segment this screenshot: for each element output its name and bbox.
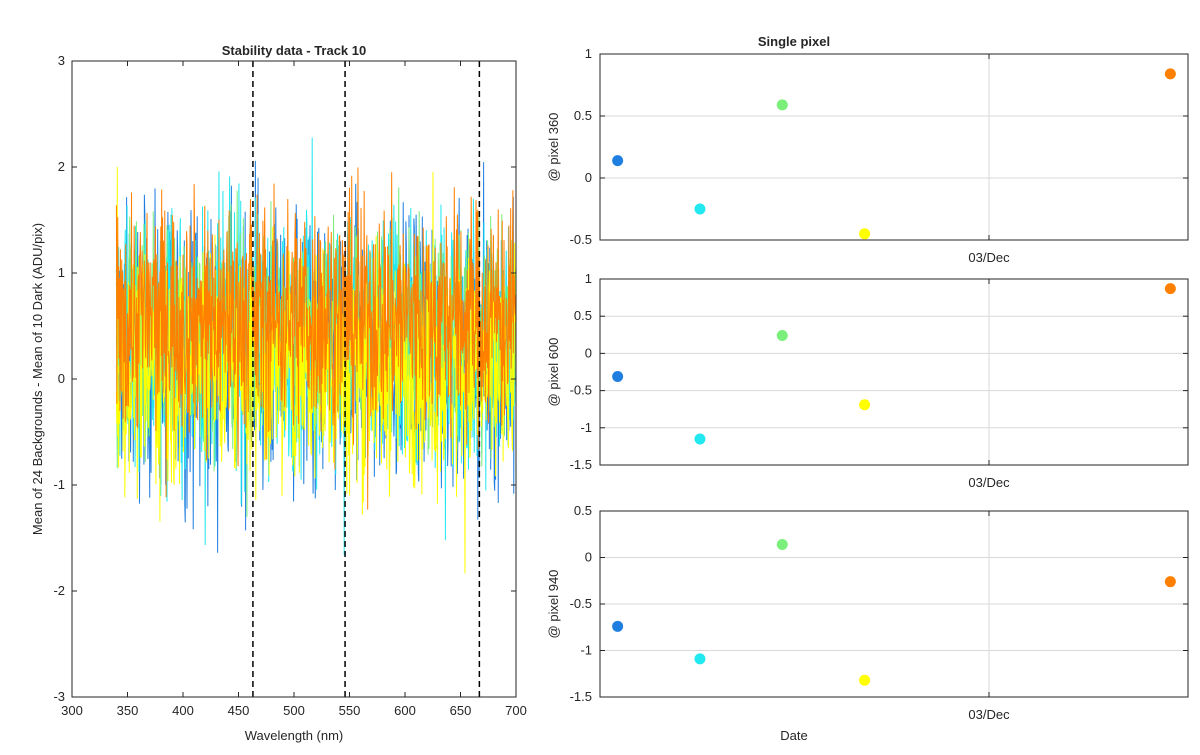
x-tick-label: 300 (61, 703, 83, 718)
data-point-0 (612, 155, 624, 167)
right-chart-pixel-360: -0.5 0 0.5 1 03/Dec @ pixel 360 Single pixel (546, 34, 1189, 265)
data-point-4 (1164, 283, 1176, 295)
y-tick-label: 2 (58, 159, 65, 174)
pixel-plot-frame (599, 53, 1189, 241)
x-tick-label: 650 (450, 703, 472, 718)
right-chart-title: Single pixel (758, 34, 830, 49)
spectrum-series-4 (115, 167, 516, 510)
left-chart-stability: 300 350 400 450 500 550 600 650 700 -3 -2 -1 0 1 2 3 Sta… (30, 43, 527, 743)
y-tick-label: -0.5 (570, 232, 592, 247)
data-point-3 (859, 399, 871, 411)
pixel-plot-background (600, 54, 1188, 240)
x-tick-label-date: 03/Dec (968, 475, 1010, 490)
data-point-4 (1164, 576, 1176, 588)
x-tick-label: 700 (505, 703, 527, 718)
data-point-4 (1164, 68, 1176, 80)
y-tick-label: 1 (585, 271, 592, 286)
x-tick-label: 550 (339, 703, 361, 718)
y-tick-label: 0.5 (574, 503, 592, 518)
data-point-0 (612, 370, 624, 382)
left-y-axis-label: Mean of 24 Backgrounds - Mean of 10 Dark… (30, 223, 45, 535)
y-tick-label: 0 (585, 345, 592, 360)
data-point-0 (612, 620, 624, 632)
x-tick-label: 350 (117, 703, 139, 718)
data-point-3 (859, 228, 871, 240)
y-tick-label: -3 (53, 689, 65, 704)
y-tick-label: 0 (585, 170, 592, 185)
y-tick-label: -2 (53, 583, 65, 598)
data-point-2 (776, 330, 788, 342)
data-point-1 (694, 433, 706, 445)
y-tick-label: 0 (58, 371, 65, 386)
y-tick-label: 0.5 (574, 108, 592, 123)
left-x-axis-label: Wavelength (nm) (245, 728, 344, 743)
pixel-plot-frame (599, 278, 1189, 466)
pixel-y-axis-label: @ pixel 360 (546, 113, 561, 182)
y-tick-label: -1.5 (570, 689, 592, 704)
y-tick-label: 0 (585, 550, 592, 565)
y-tick-label: -1 (580, 643, 592, 658)
x-tick-label: 600 (394, 703, 416, 718)
date-axis-label: Date (780, 728, 807, 743)
data-point-1 (694, 203, 706, 215)
y-tick-label: -0.5 (570, 383, 592, 398)
pixel-y-axis-label: @ pixel 940 (546, 570, 561, 639)
data-point-3 (859, 674, 871, 686)
x-tick-label-date: 03/Dec (968, 707, 1010, 722)
x-tick-label: 450 (228, 703, 250, 718)
y-tick-label: -1 (53, 477, 65, 492)
data-point-1 (694, 653, 706, 665)
right-chart-pixel-940: -1.5 -1 -0.5 0 0.5 03/Dec @ pixel 940 Date (546, 503, 1189, 743)
y-tick-label: 1 (58, 265, 65, 280)
x-tick-label: 400 (172, 703, 194, 718)
y-tick-label: 3 (58, 53, 65, 68)
y-tick-label: 1 (585, 46, 592, 61)
x-tick-label-date: 03/Dec (968, 250, 1010, 265)
data-point-2 (776, 99, 788, 111)
y-tick-label: -1 (580, 420, 592, 435)
data-point-2 (776, 538, 788, 550)
y-tick-label: -0.5 (570, 596, 592, 611)
pixel-y-axis-label: @ pixel 600 (546, 338, 561, 407)
right-chart-pixel-600: -1.5 -1 -0.5 0 0.5 1 03/Dec @ pixel 600 (546, 271, 1189, 490)
y-tick-label: -1.5 (570, 457, 592, 472)
y-tick-label: 0.5 (574, 308, 592, 323)
pixel-plot-background (600, 279, 1188, 465)
x-tick-label: 500 (283, 703, 305, 718)
left-chart-title: Stability data - Track 10 (222, 43, 367, 58)
